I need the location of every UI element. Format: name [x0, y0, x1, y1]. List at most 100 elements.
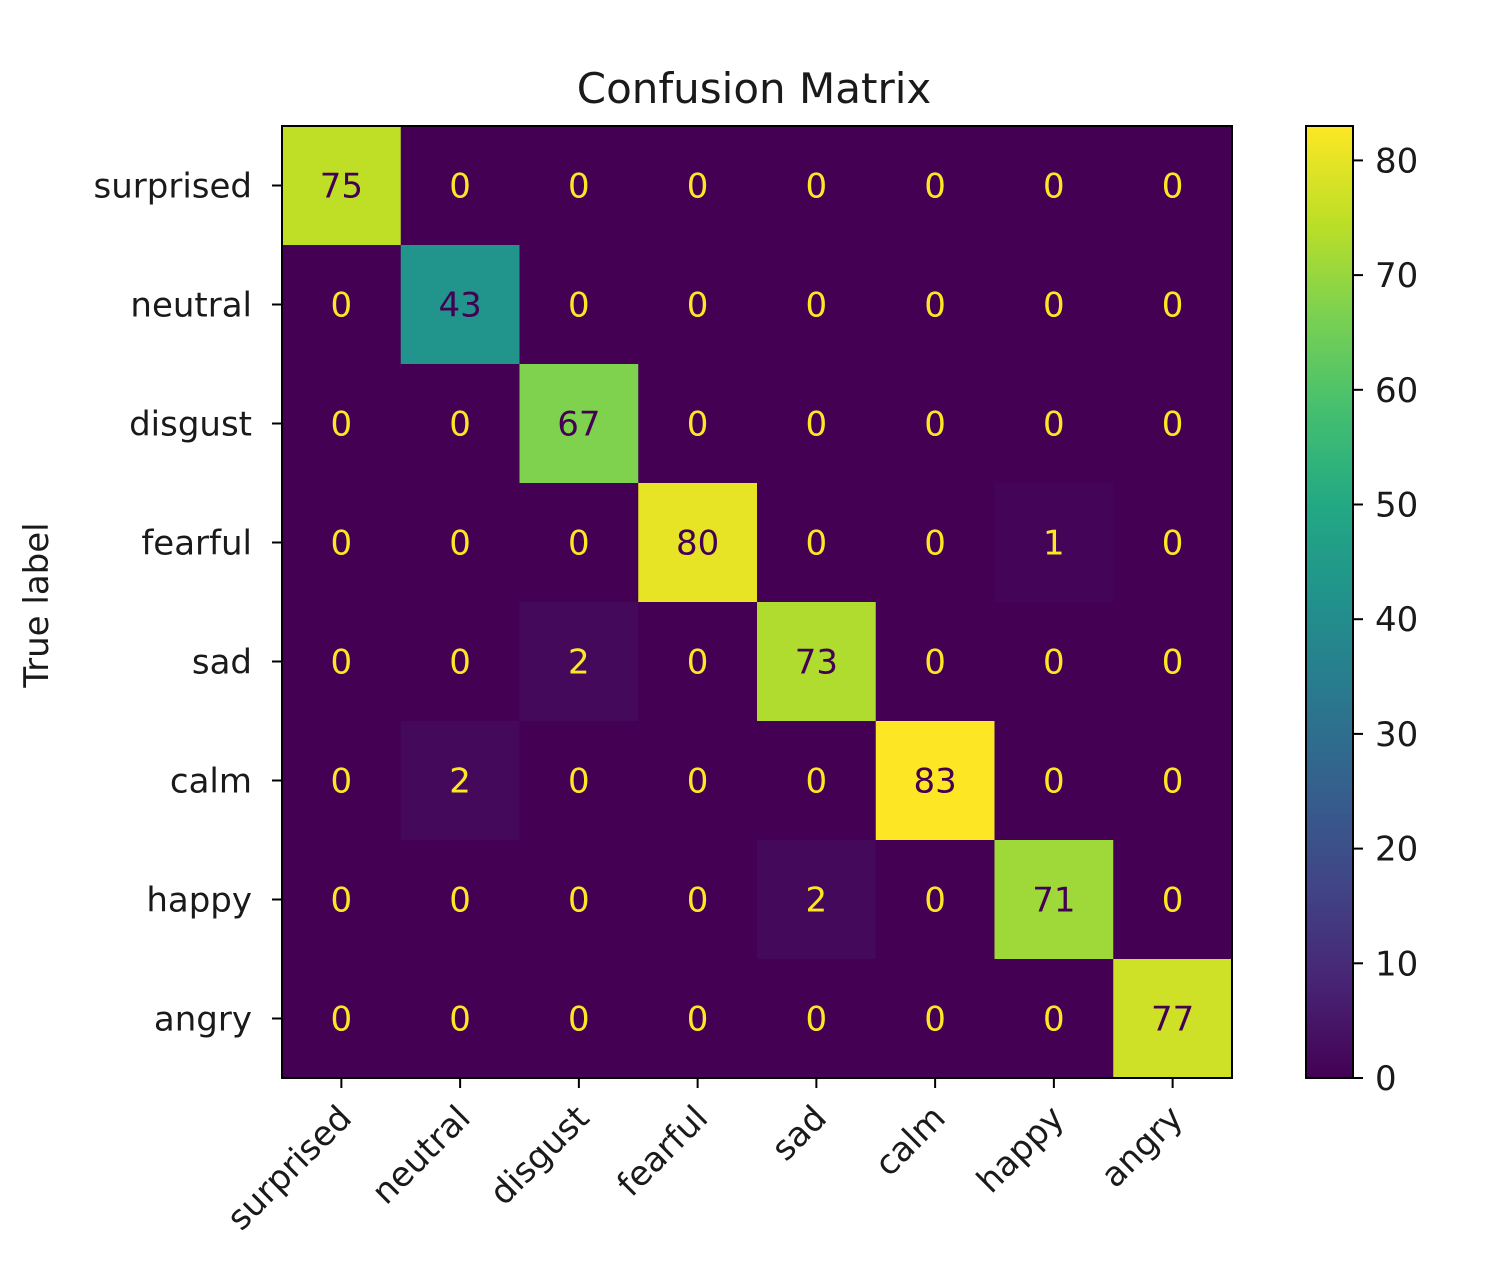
- heatmap-cell: [638, 126, 758, 246]
- cell-value-label: 0: [924, 1000, 946, 1040]
- heatmap-cell: [875, 364, 995, 484]
- cell-value-label: 0: [806, 1000, 828, 1040]
- y-tick-label: calm: [170, 762, 252, 802]
- cell-value-label: 0: [449, 643, 471, 683]
- heatmap-cell: [638, 602, 758, 722]
- cell-value-label: 43: [438, 286, 481, 326]
- y-tick-label: angry: [154, 1000, 252, 1040]
- heatmap-cell: [875, 245, 995, 365]
- y-tick-label: surprised: [94, 167, 252, 207]
- cell-value-label: 73: [795, 643, 838, 683]
- cell-value-label: 0: [924, 405, 946, 445]
- cell-value-label: 0: [806, 762, 828, 802]
- cell-value-label: 0: [806, 405, 828, 445]
- y-axis-label: True label: [17, 522, 57, 688]
- cell-value-label: 0: [1162, 167, 1184, 207]
- cell-value-label: 0: [331, 643, 353, 683]
- cell-value-label: 0: [331, 762, 353, 802]
- heatmap-cell: [400, 364, 520, 484]
- cell-value-label: 0: [568, 881, 590, 921]
- heatmap-cell: [282, 483, 402, 603]
- heatmap-cell: [757, 602, 877, 722]
- heatmap-cell: [638, 840, 758, 960]
- colorbar-tick-label: 40: [1375, 600, 1418, 640]
- cell-value-label: 0: [806, 524, 828, 564]
- heatmap-cells: 75 0 0 0 0 0 0 0 0 43 0 0 0 0 0 0 0 0 67 0 0 0 0 0 0 0 0 80 0 0 1 0 0 0 2 0…: [282, 126, 1233, 1079]
- cell-value-label: 0: [568, 762, 590, 802]
- y-tick-label: sad: [192, 643, 252, 683]
- heatmap-cell: [282, 840, 402, 960]
- heatmap-cell: [875, 721, 995, 841]
- cell-value-label: 2: [449, 762, 471, 802]
- cell-value-label: 83: [913, 762, 956, 802]
- heatmap-cell: [757, 959, 877, 1079]
- heatmap-cell: [282, 959, 402, 1079]
- heatmap-cell: [282, 602, 402, 722]
- cell-value-label: 0: [1043, 762, 1065, 802]
- heatmap-cell: [757, 245, 877, 365]
- colorbar-tick-label: 0: [1375, 1059, 1397, 1099]
- heatmap-cell: [519, 721, 639, 841]
- heatmap-cell: [638, 959, 758, 1079]
- heatmap-cell: [519, 364, 639, 484]
- heatmap-cell: [400, 840, 520, 960]
- cell-value-label: 0: [1162, 762, 1184, 802]
- y-tick-label: disgust: [129, 405, 252, 445]
- cell-value-label: 0: [449, 881, 471, 921]
- heatmap-cell: [1113, 721, 1233, 841]
- cell-value-label: 77: [1151, 1000, 1194, 1040]
- heatmap-cell: [994, 959, 1114, 1079]
- heatmap-cell: [519, 840, 639, 960]
- heatmap-cell: [282, 126, 402, 246]
- cell-value-label: 0: [687, 762, 709, 802]
- x-tick-label: fearful: [609, 1098, 716, 1205]
- x-axis-ticks: surprised neutral disgust fearful sad calm hap…: [219, 1078, 1191, 1238]
- y-tick-label: happy: [146, 881, 252, 921]
- heatmap-cell: [875, 959, 995, 1079]
- heatmap-cell: [519, 126, 639, 246]
- cell-value-label: 0: [687, 405, 709, 445]
- cell-value-label: 0: [568, 524, 590, 564]
- cell-value-label: 0: [1043, 167, 1065, 207]
- cell-value-label: 0: [1162, 286, 1184, 326]
- cell-value-label: 0: [924, 524, 946, 564]
- x-tick-label: neutral: [364, 1098, 478, 1212]
- colorbar-tick-label: 30: [1375, 715, 1418, 755]
- heatmap-cell: [638, 721, 758, 841]
- cell-value-label: 0: [331, 1000, 353, 1040]
- cell-value-label: 0: [924, 881, 946, 921]
- heatmap-cell: [400, 721, 520, 841]
- cell-value-label: 0: [331, 286, 353, 326]
- plot-frame: [281, 125, 1233, 1079]
- cell-value-label: 0: [449, 405, 471, 445]
- chart-title: Confusion Matrix: [577, 64, 932, 113]
- heatmap-cell: [282, 364, 402, 484]
- cell-value-label: 0: [1043, 286, 1065, 326]
- heatmap-cell: [400, 602, 520, 722]
- cell-value-label: 0: [1043, 405, 1065, 445]
- cell-value-label: 80: [676, 524, 719, 564]
- cell-value-label: 0: [1162, 524, 1184, 564]
- cell-value-label: 0: [449, 167, 471, 207]
- heatmap-cell: [994, 840, 1114, 960]
- cell-value-label: 2: [806, 881, 828, 921]
- cell-value-label: 67: [557, 405, 600, 445]
- cell-value-label: 0: [331, 524, 353, 564]
- heatmap-cell: [1113, 483, 1233, 603]
- heatmap-cell: [994, 245, 1114, 365]
- x-tick-label: angry: [1093, 1098, 1191, 1196]
- heatmap-cell: [757, 721, 877, 841]
- cell-value-label: 0: [687, 1000, 709, 1040]
- x-tick-label: surprised: [219, 1098, 359, 1238]
- x-tick-label: disgust: [482, 1098, 597, 1213]
- heatmap-cell: [282, 245, 402, 365]
- heatmap-cell: [400, 483, 520, 603]
- colorbar-tick-label: 60: [1375, 371, 1418, 411]
- heatmap-cell: [875, 483, 995, 603]
- cell-value-label: 0: [806, 286, 828, 326]
- heatmap-cell: [1113, 245, 1233, 365]
- y-axis-ticks: surprised neutral disgust fearful sad calm hap…: [94, 167, 282, 1040]
- cell-value-label: 0: [331, 405, 353, 445]
- heatmap-cell: [875, 840, 995, 960]
